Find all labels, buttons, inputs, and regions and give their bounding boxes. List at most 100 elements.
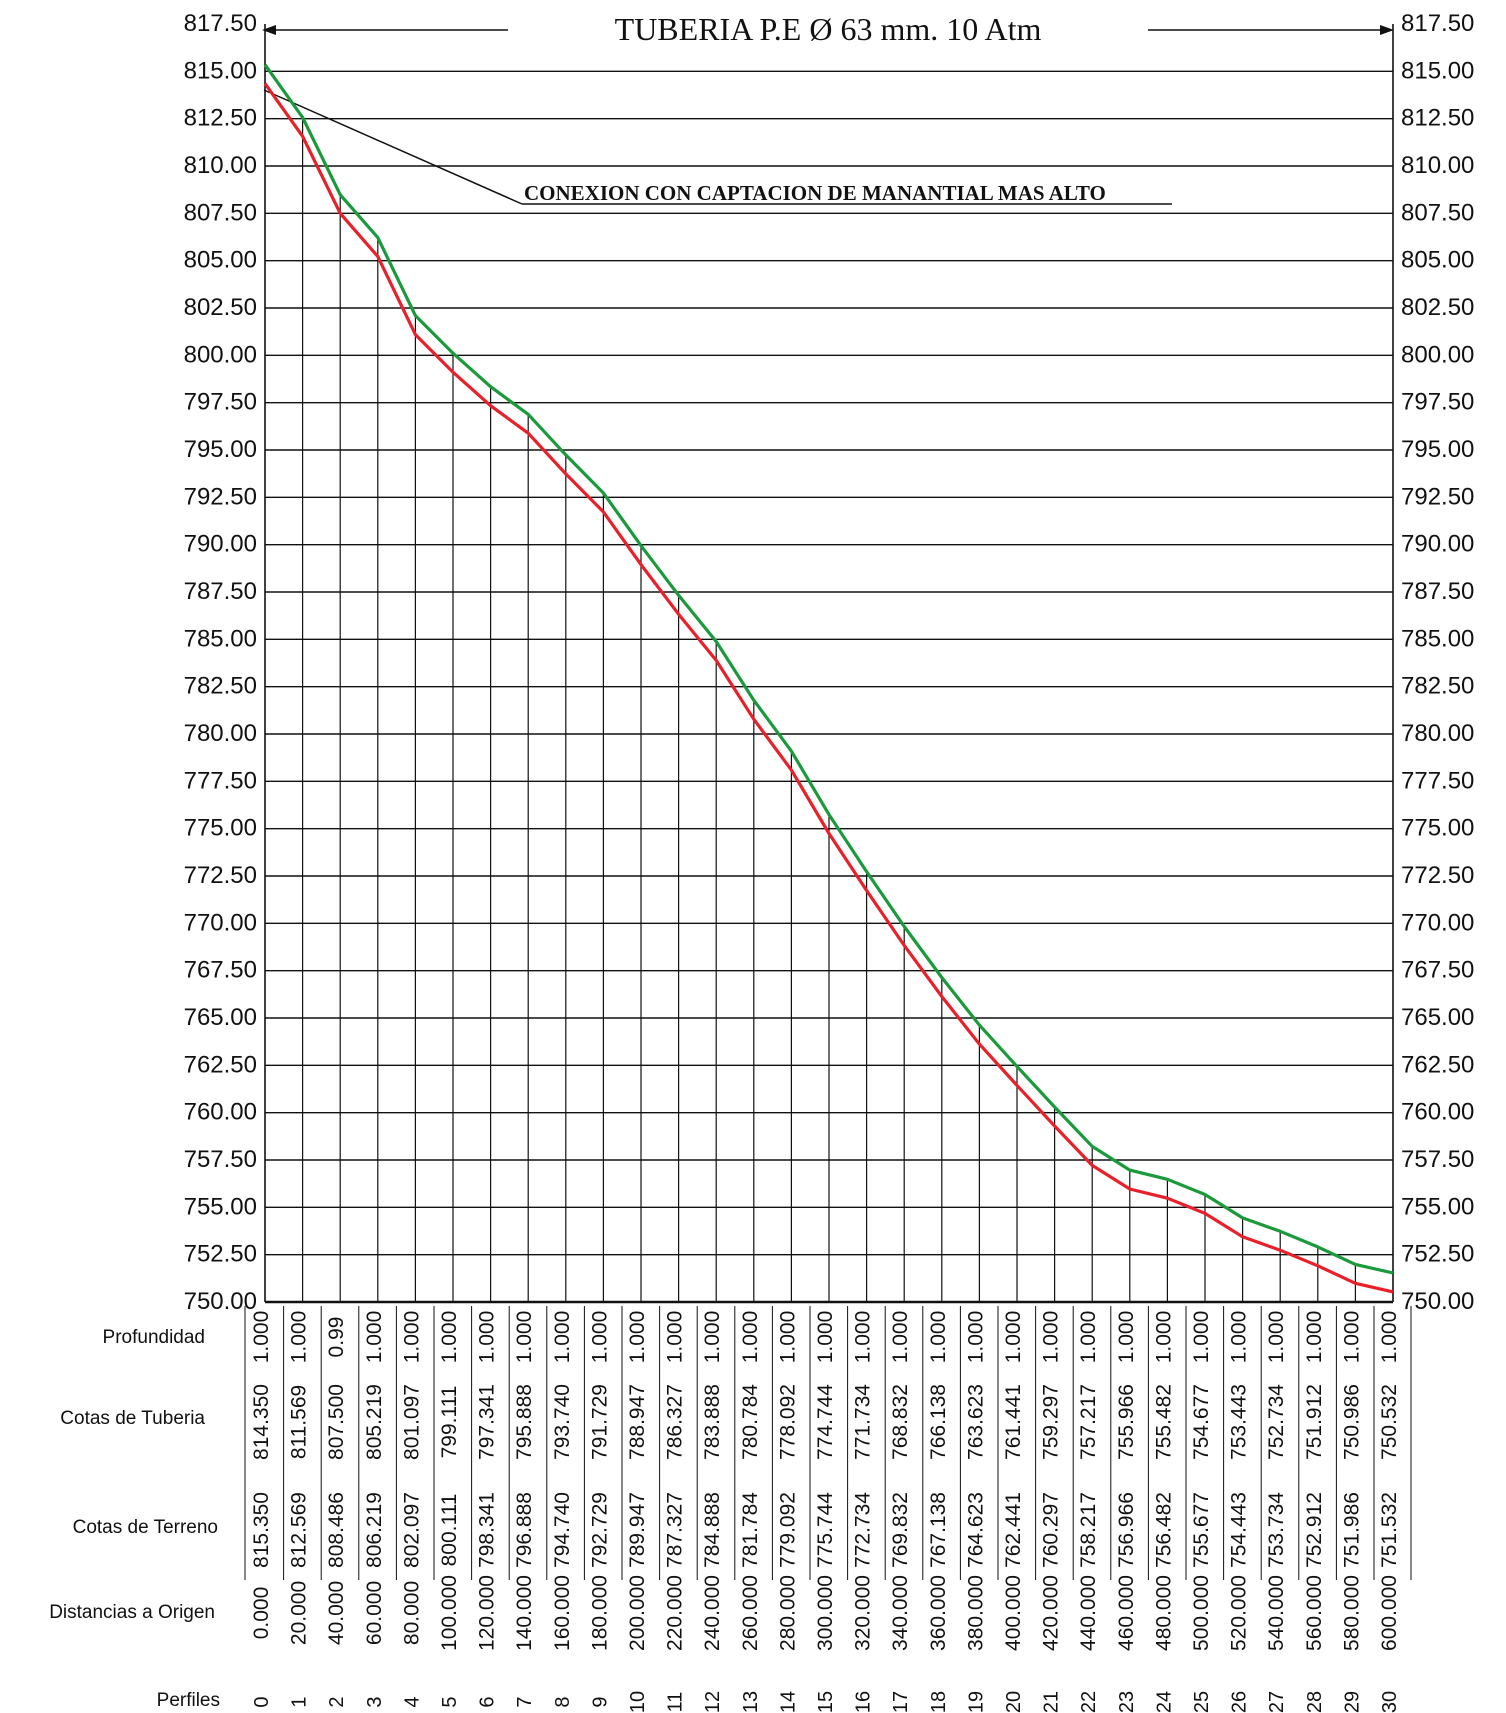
table-cell: 788.947 [626, 1384, 649, 1460]
table-cell: 805.219 [363, 1384, 386, 1460]
table-cell: 751.532 [1378, 1492, 1401, 1568]
y-tick-label-left: 795.00 [184, 436, 257, 463]
table-cell: 12 [702, 1691, 724, 1713]
table-cell: 779.092 [776, 1492, 799, 1568]
y-tick-label-right: 765.00 [1401, 1004, 1474, 1031]
table-cell: 18 [928, 1691, 950, 1713]
y-tick-label-left: 762.50 [184, 1051, 257, 1078]
table-cell: 320.000 [852, 1575, 875, 1651]
table-cell: 480.000 [1152, 1575, 1175, 1651]
table-cell: 6 [477, 1696, 499, 1707]
table-cell: 20 [1003, 1691, 1025, 1713]
table-cell: 781.784 [739, 1492, 762, 1568]
table-cell: 40.000 [325, 1581, 348, 1645]
table-cell: 180.000 [588, 1575, 611, 1651]
y-tick-label-right: 800.00 [1401, 341, 1474, 368]
y-tick-label-right: 792.50 [1401, 483, 1474, 510]
table-cell: 802.097 [400, 1492, 423, 1568]
table-cell: 580.000 [1340, 1575, 1363, 1651]
table-cell: 1.000 [626, 1311, 649, 1364]
y-tick-label-right: 802.50 [1401, 294, 1474, 321]
table-cell: 763.623 [964, 1384, 987, 1460]
table-cell: 1.000 [1303, 1311, 1326, 1364]
table-cell: 400.000 [1002, 1575, 1025, 1651]
table-cell: 600.000 [1378, 1575, 1401, 1651]
table-cell: 7 [514, 1696, 536, 1707]
table-cell: 1.000 [1002, 1311, 1025, 1364]
y-tick-label-right: 785.00 [1401, 625, 1474, 652]
y-axis-ticks: 817.50 817.50 815.00 815.00 812.50 812.50 810.… [184, 10, 1475, 1315]
y-tick-label-left: 805.00 [184, 247, 257, 274]
table-cell: 30 [1379, 1691, 1401, 1713]
table-cell: 757.217 [1077, 1384, 1100, 1460]
table-cell: 9 [589, 1696, 611, 1707]
table-cell: 1.000 [814, 1311, 837, 1364]
table-cell: 360.000 [927, 1575, 950, 1651]
y-tick-label-left: 772.50 [184, 862, 257, 889]
annotation-leader [263, 89, 523, 205]
table-cell: 784.888 [701, 1492, 724, 1568]
annotation-group: CONEXION CON CAPTACION DE MANANTIAL MAS … [263, 89, 1172, 205]
y-tick-label-right: 812.50 [1401, 105, 1474, 132]
table-cell: 793.740 [551, 1384, 574, 1460]
y-tick-label-right: 752.50 [1401, 1241, 1474, 1268]
table-cell: 780.784 [739, 1384, 762, 1460]
table-cell: 758.217 [1077, 1492, 1100, 1568]
table-cell: 0.000 [250, 1587, 273, 1640]
table-cell: 1.000 [701, 1311, 724, 1364]
annotation-text: CONEXION CON CAPTACION DE MANANTIAL MAS … [524, 181, 1106, 205]
y-tick-label-right: 790.00 [1401, 531, 1474, 558]
table-cell: 789.947 [626, 1492, 649, 1568]
table-cell: 5 [439, 1696, 461, 1707]
y-tick-label-right: 757.50 [1401, 1146, 1474, 1173]
table-cell: 755.677 [1190, 1492, 1213, 1568]
y-tick-label-left: 757.50 [184, 1146, 257, 1173]
table-cell: 1.000 [1378, 1311, 1401, 1364]
table-cell: 140.000 [513, 1575, 536, 1651]
table-cell: 760.297 [1040, 1492, 1063, 1568]
table-cell: 755.966 [1115, 1384, 1138, 1460]
table-cell: 22 [1078, 1691, 1100, 1713]
table-cell: 3 [364, 1696, 386, 1707]
table-cell: 799.111 [438, 1386, 461, 1459]
table-cell: 769.832 [889, 1492, 912, 1568]
table-cell: 240.000 [701, 1575, 724, 1651]
table-row-label: Cotas de Terreno [73, 1517, 218, 1538]
table-cell: 752.734 [1265, 1384, 1288, 1460]
y-tick-label-right: 777.50 [1401, 767, 1474, 794]
table-cell: 1.000 [776, 1311, 799, 1364]
y-tick-label-right: 760.00 [1401, 1099, 1474, 1126]
table-cell: 1.000 [250, 1311, 273, 1364]
table-cell: 440.000 [1077, 1575, 1100, 1651]
y-tick-label-left: 765.00 [184, 1004, 257, 1031]
table-cell: 775.744 [814, 1492, 837, 1568]
table-cell: 13 [740, 1691, 762, 1713]
table-cell: 21 [1041, 1691, 1063, 1713]
table-row-label: Perfiles [157, 1690, 220, 1711]
table-cell: 812.569 [288, 1492, 311, 1568]
table-cell: 794.740 [551, 1492, 574, 1568]
y-tick-label-right: 810.00 [1401, 152, 1474, 179]
table-row-label: Profundidad [103, 1327, 205, 1348]
table-cell: 11 [665, 1692, 687, 1713]
y-tick-label-right: 795.00 [1401, 436, 1474, 463]
table-cell: 753.734 [1265, 1492, 1288, 1568]
table-cell: 1 [289, 1696, 311, 1707]
table-cell: 420.000 [1040, 1575, 1063, 1651]
table-cell: 1.000 [551, 1311, 574, 1364]
table-cell: 60.000 [363, 1581, 386, 1645]
table-cell: 766.138 [927, 1384, 950, 1460]
table-cell: 15 [815, 1691, 837, 1713]
table-cell: 4 [401, 1696, 423, 1707]
y-tick-label-left: 782.50 [184, 673, 257, 700]
table-cell: 1.000 [852, 1311, 875, 1364]
title-arrowhead-left [262, 25, 276, 35]
table-cell: 1.000 [438, 1311, 461, 1364]
table-cell: 28 [1304, 1691, 1326, 1713]
y-tick-label-right: 772.50 [1401, 862, 1474, 889]
series-line-tuberia [263, 82, 1394, 1294]
table-cell: 1.000 [964, 1311, 987, 1364]
table-cell: 754.677 [1190, 1384, 1213, 1460]
table-cell: 771.734 [852, 1384, 875, 1460]
y-tick-label-left: 817.50 [184, 10, 257, 37]
